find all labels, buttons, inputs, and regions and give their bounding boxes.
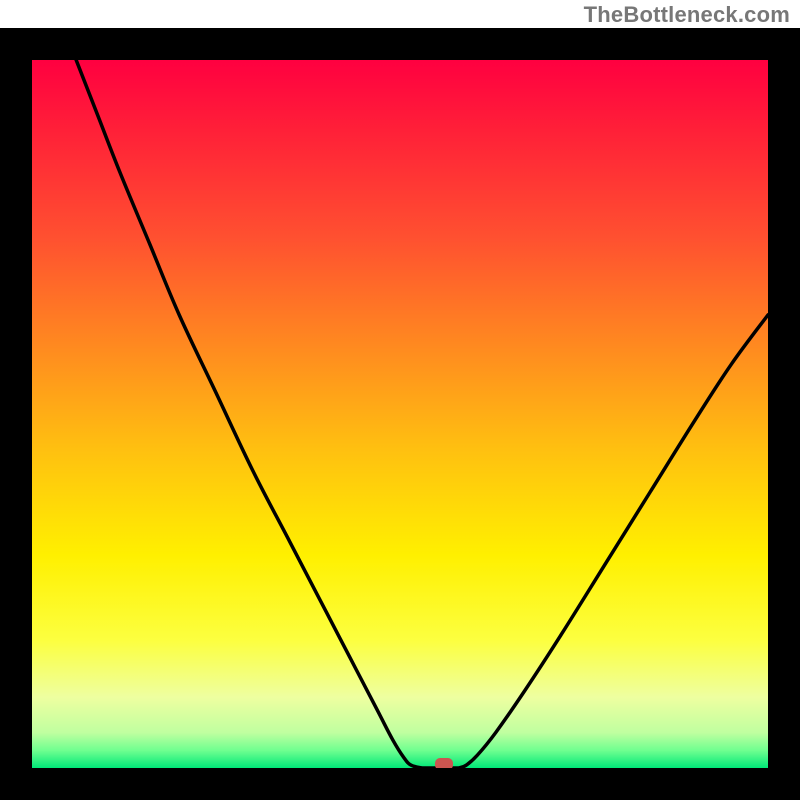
plot-area bbox=[32, 60, 768, 768]
curve-path bbox=[76, 60, 768, 768]
optimum-marker bbox=[435, 758, 453, 768]
bottleneck-chart: TheBottleneck.com bbox=[0, 0, 800, 800]
watermark-text: TheBottleneck.com bbox=[584, 2, 790, 28]
bottleneck-curve bbox=[32, 60, 768, 768]
